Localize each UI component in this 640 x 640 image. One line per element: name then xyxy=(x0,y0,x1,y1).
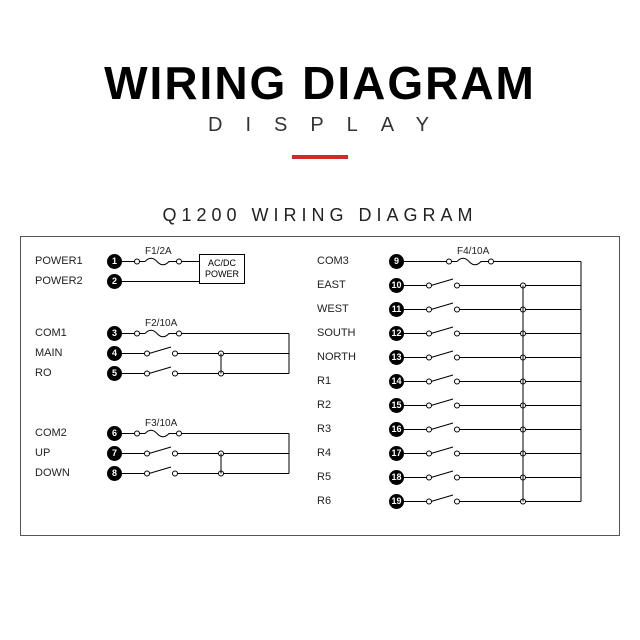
header: WIRING DIAGRAM DISPLAY xyxy=(0,0,640,159)
page-subtitle: DISPLAY xyxy=(0,114,640,137)
diagram-title: Q1200 WIRING DIAGRAM xyxy=(0,205,640,226)
wiring-diagram: POWER1 1 POWER2 2 COM1 3 MAIN 4 RO 5 COM… xyxy=(20,236,620,536)
page-title: WIRING DIAGRAM xyxy=(0,56,640,110)
title-underline xyxy=(292,155,348,159)
wiring-svg xyxy=(21,237,619,535)
